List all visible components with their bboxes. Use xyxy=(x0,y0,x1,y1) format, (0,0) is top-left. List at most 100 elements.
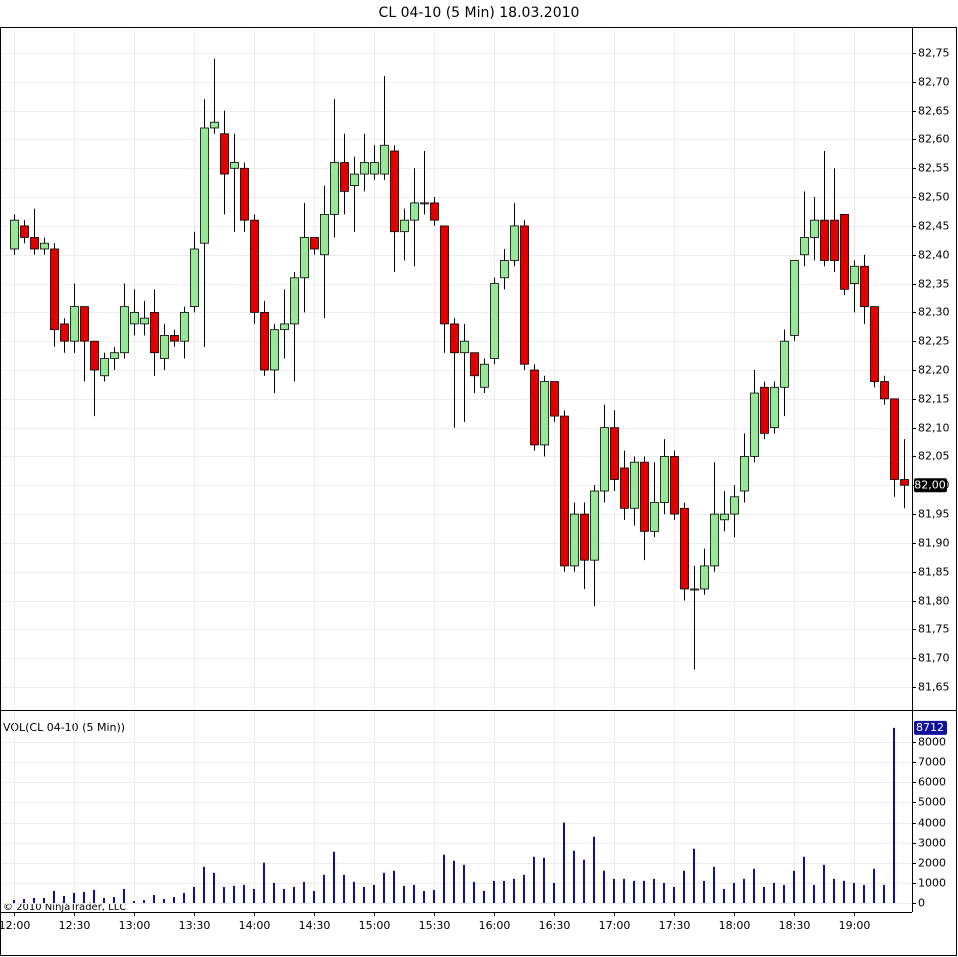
candle-body xyxy=(690,588,699,591)
volume-bar xyxy=(463,864,465,903)
candle-body xyxy=(410,202,419,221)
y-tick-label: 1000 xyxy=(918,877,946,890)
candle-body xyxy=(330,162,339,215)
volume-bar xyxy=(553,882,555,903)
y-tick-label: 81,65 xyxy=(918,681,950,694)
candle-body xyxy=(210,121,219,129)
volume-bar xyxy=(613,878,615,903)
last-value-label: 82,00 xyxy=(914,478,946,491)
candle-body xyxy=(60,323,69,342)
candle-body xyxy=(430,202,439,221)
candle-body xyxy=(480,363,489,388)
candle-body xyxy=(880,381,889,400)
volume-bar xyxy=(863,884,865,903)
y-tick-label: 8000 xyxy=(918,736,946,749)
y-tick-label: 82,55 xyxy=(918,162,950,175)
volume-bar xyxy=(813,884,815,903)
volume-bar xyxy=(873,868,875,903)
volume-bar xyxy=(423,890,425,903)
candle-body xyxy=(810,219,819,238)
y-tick-label: 82,45 xyxy=(918,220,950,233)
volume-bar xyxy=(583,859,585,903)
candle-body xyxy=(380,144,389,175)
candle-body xyxy=(470,352,479,377)
frame xyxy=(0,27,957,956)
volume-bar xyxy=(623,878,625,903)
candle-body xyxy=(780,340,789,388)
volume-bar xyxy=(33,897,35,903)
y-tick-label: 82,75 xyxy=(918,47,950,60)
candle-body xyxy=(850,265,859,284)
candle-body xyxy=(550,381,559,417)
x-tick-label: 13:30 xyxy=(179,919,211,932)
y-tick-label: 4000 xyxy=(918,817,946,830)
x-tick-label: 15:30 xyxy=(419,919,451,932)
candle-body xyxy=(260,311,269,371)
y-tick-label: 82,10 xyxy=(918,422,950,435)
volume-bar xyxy=(783,884,785,903)
volume-bar xyxy=(593,836,595,903)
volume-bar xyxy=(413,884,415,903)
y-tick-label: 2000 xyxy=(918,857,946,870)
y-tick-label: 81,70 xyxy=(918,652,950,665)
volume-bar xyxy=(763,886,765,903)
volume-bar xyxy=(43,897,45,903)
candle-body xyxy=(140,317,149,325)
volume-bar xyxy=(703,880,705,903)
y-tick-label: 82,15 xyxy=(918,393,950,406)
candle-body xyxy=(790,260,799,336)
candle-body xyxy=(110,352,119,359)
volume-bar xyxy=(573,850,575,903)
volume-bar xyxy=(483,890,485,903)
volume-bar xyxy=(183,892,185,903)
volume-bar xyxy=(393,870,395,903)
y-tick-label: 82,40 xyxy=(918,249,950,262)
x-tick-label: 19:00 xyxy=(839,919,871,932)
candle-body xyxy=(10,219,19,250)
volume-bar xyxy=(433,889,435,903)
candle-body xyxy=(150,311,159,354)
copyright: © 2010 NinjaTrader, LLC xyxy=(3,902,126,913)
volume-bar xyxy=(533,856,535,903)
candle-body xyxy=(400,219,409,233)
candle-body xyxy=(770,386,779,429)
candle-body xyxy=(180,311,189,342)
volume-bar xyxy=(53,890,55,903)
candle-body xyxy=(320,214,329,256)
candle-body xyxy=(510,225,519,261)
y-tick-label: 81,75 xyxy=(918,623,950,636)
x-tick-label: 14:30 xyxy=(299,919,331,932)
volume-bar xyxy=(663,882,665,903)
candle-body xyxy=(390,150,399,233)
candle-body xyxy=(290,277,299,325)
candle-body xyxy=(100,358,109,377)
volume-bar xyxy=(343,874,345,903)
volume-bar xyxy=(523,874,525,903)
volume-bar xyxy=(493,880,495,903)
candle-body xyxy=(70,306,79,342)
x-tick-label: 18:00 xyxy=(719,919,751,932)
y-tick-label: 81,90 xyxy=(918,537,950,550)
volume-bar xyxy=(213,872,215,903)
candle-body xyxy=(670,456,679,515)
volume-bar xyxy=(543,857,545,903)
y-tick-label: 0 xyxy=(918,897,925,910)
y-tick-label: 82,60 xyxy=(918,133,950,146)
y-tick-label: 82,30 xyxy=(918,306,950,319)
candle-body xyxy=(860,265,869,308)
volume-bar xyxy=(803,856,805,903)
candle-body xyxy=(530,369,539,446)
candle-body xyxy=(80,306,89,342)
volume-bar xyxy=(403,885,405,903)
volume-bar xyxy=(473,881,475,903)
candle-body xyxy=(190,248,199,308)
candle-body xyxy=(50,248,59,331)
candle-body xyxy=(170,335,179,342)
volume-bar xyxy=(293,886,295,903)
y-tick-label: 81,80 xyxy=(918,595,950,608)
candle-body xyxy=(300,237,309,279)
x-tick-label: 12:00 xyxy=(0,919,30,932)
volume-bar xyxy=(163,898,165,903)
last-value-box xyxy=(914,720,947,735)
